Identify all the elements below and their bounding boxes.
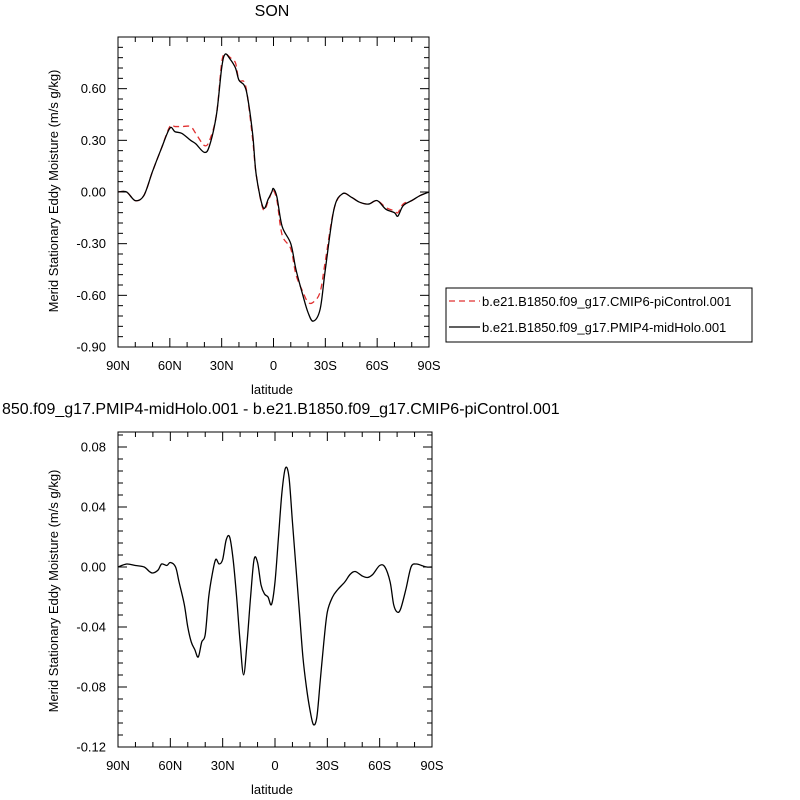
- top-y-tick-label: -0.60: [76, 288, 106, 303]
- top-series-lines: [117, 53, 430, 322]
- top-x-tick-label: 60S: [366, 358, 389, 373]
- bottom-x-tick-label: 90S: [420, 758, 443, 773]
- bottom-chart-title: 850.f09_g17.PMIP4-midHolo.001 - b.e21.B1…: [2, 401, 560, 418]
- top-chart-title: SON: [255, 3, 290, 20]
- top-y-tick-label: 0.30: [81, 133, 106, 148]
- bottom-series-lines: [117, 466, 433, 726]
- bottom-y-tick-label: -0.04: [76, 620, 106, 635]
- top-x-axis-label: latitude: [251, 382, 293, 397]
- bottom-y-tick-label: -0.08: [76, 680, 106, 695]
- bottom-y-tick-label: 0.04: [81, 500, 106, 515]
- bottom-x-tick-label: 60N: [158, 758, 182, 773]
- bottom-x-tick-label: 30N: [211, 758, 235, 773]
- bottom-x-axis-label: latitude: [251, 782, 293, 797]
- bottom-ticks: 90N 60N 30N 0 30S 60S 90S 0.08 0.04 0.00 -0.04 -0.0…: [76, 432, 444, 773]
- legend-label-picontrol: b.e21.B1850.f09_g17.CMIP6-piControl.001: [482, 294, 731, 309]
- bottom-x-tick-label: 60S: [368, 758, 391, 773]
- bottom-x-tick-label: 0: [271, 758, 278, 773]
- legend-box: [445, 287, 753, 343]
- top-y-tick-label: 0.60: [81, 81, 106, 96]
- bottom-y-tick-label: 0.00: [81, 560, 106, 575]
- bottom-x-tick-label: 90N: [106, 758, 130, 773]
- top-x-tick-label: 0: [270, 358, 277, 373]
- bottom-y-tick-label: 0.08: [81, 440, 106, 455]
- bottom-y-tick-label: -0.12: [76, 740, 106, 755]
- top-panel: SON Merid Stationary Eddy Moisture (m/s …: [46, 3, 441, 397]
- legend: b.e21.B1850.f09_g17.CMIP6-piControl.001 …: [445, 287, 753, 343]
- bottom-panel: 850.f09_g17.PMIP4-midHolo.001 - b.e21.B1…: [2, 401, 560, 797]
- top-y-tick-label: -0.90: [76, 340, 106, 355]
- top-x-tick-label: 90N: [106, 358, 130, 373]
- bottom-y-axis-label: Merid Stationary Eddy Moisture (m/s g/kg…: [46, 470, 61, 713]
- bottom-series-line-0: [117, 466, 433, 726]
- top-y-axis-label: Merid Stationary Eddy Moisture (m/s g/kg…: [46, 70, 61, 313]
- top-plot-frame: [117, 36, 430, 348]
- top-x-tick-label: 60N: [158, 358, 182, 373]
- bottom-x-tick-label: 30S: [316, 758, 339, 773]
- top-x-tick-label: 30S: [314, 358, 337, 373]
- top-series-line-0: [117, 53, 430, 305]
- top-y-tick-label: -0.30: [76, 236, 106, 251]
- top-series-line-1: [117, 53, 430, 322]
- top-y-tick-label: 0.00: [81, 185, 106, 200]
- legend-label-midholo: b.e21.B1850.f09_g17.PMIP4-midHolo.001: [482, 320, 726, 335]
- bottom-plot-frame: [117, 431, 433, 748]
- top-ticks: 90N 60N 30N 0 30S 60S 90S 0.60 0.30 0.00 -0.30 -0.6…: [76, 36, 441, 373]
- top-x-tick-label: 90S: [417, 358, 440, 373]
- top-x-tick-label: 30N: [210, 358, 234, 373]
